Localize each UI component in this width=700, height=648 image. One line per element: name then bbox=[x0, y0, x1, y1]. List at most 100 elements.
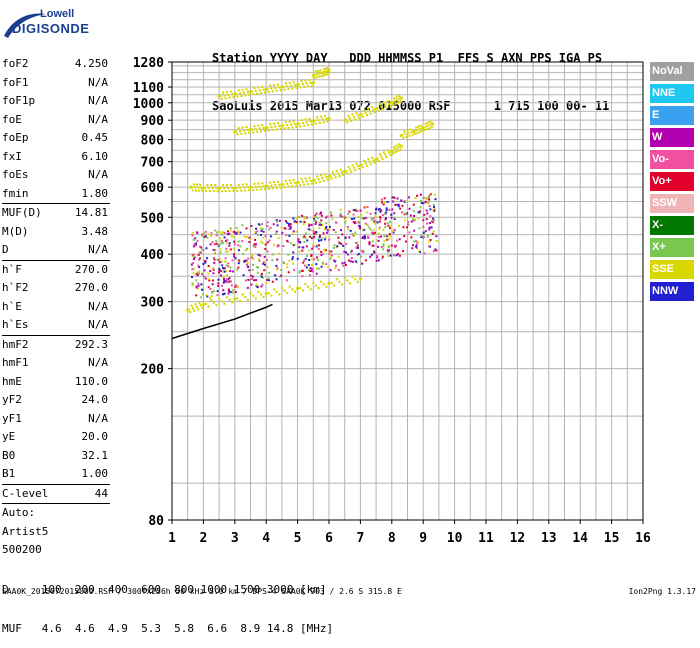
echo-cell bbox=[193, 256, 196, 259]
echo-cell bbox=[402, 250, 405, 253]
echo-point bbox=[278, 86, 281, 89]
echo-point bbox=[317, 286, 320, 290]
echo-cell bbox=[192, 238, 195, 241]
echo-point bbox=[293, 290, 297, 294]
echo-point bbox=[423, 128, 426, 132]
echo-cell bbox=[350, 217, 353, 220]
echo-point bbox=[219, 94, 222, 98]
echo-point bbox=[280, 286, 284, 290]
echo-cell bbox=[430, 226, 433, 229]
echo-cell bbox=[191, 254, 194, 257]
echo-point bbox=[334, 176, 337, 179]
echo-cell bbox=[391, 230, 394, 233]
echo-cell bbox=[368, 226, 371, 229]
echo-cell bbox=[380, 198, 383, 201]
echo-cell bbox=[317, 244, 320, 247]
echo-cell bbox=[206, 233, 209, 236]
echo-point bbox=[242, 186, 246, 189]
param-row: fxI 6.10 bbox=[2, 148, 110, 167]
echo-cell bbox=[364, 216, 367, 219]
echo-cell bbox=[283, 227, 286, 230]
param-name: h`E bbox=[2, 299, 22, 313]
echo-cell bbox=[315, 263, 318, 266]
echo-cell bbox=[360, 255, 363, 258]
echo-point bbox=[288, 81, 291, 85]
echo-cell bbox=[297, 240, 300, 243]
echo-cell bbox=[291, 233, 294, 236]
echo-point bbox=[300, 80, 303, 83]
param-name: h`F2 bbox=[2, 281, 29, 294]
echo-point bbox=[221, 91, 225, 94]
echo-point bbox=[262, 126, 265, 130]
echo-cell bbox=[422, 231, 425, 234]
echo-point bbox=[227, 93, 230, 97]
echo-cell bbox=[265, 281, 268, 284]
echo-cell bbox=[197, 272, 200, 275]
echo-cell bbox=[267, 272, 270, 275]
echo-point bbox=[377, 159, 380, 163]
echo-point bbox=[319, 69, 322, 72]
echo-point bbox=[325, 285, 328, 289]
echo-point bbox=[244, 189, 247, 192]
param-value: 24.0 bbox=[81, 393, 109, 406]
echo-cell bbox=[376, 255, 379, 258]
echo-cell bbox=[197, 258, 200, 261]
echo-point bbox=[261, 85, 264, 89]
echo-cell bbox=[388, 232, 391, 235]
echo-cell bbox=[383, 234, 386, 237]
x-tick-label: 15 bbox=[604, 531, 620, 546]
echo-point bbox=[314, 122, 318, 125]
echo-point bbox=[263, 91, 267, 94]
echo-point bbox=[299, 183, 302, 187]
echo-point bbox=[293, 83, 297, 87]
echo-point bbox=[333, 173, 336, 176]
logo-text-lowell: Lowell bbox=[40, 8, 75, 20]
echo-cell bbox=[397, 224, 400, 227]
echo-cell bbox=[202, 271, 205, 274]
echo-cell bbox=[378, 207, 381, 210]
echo-cell bbox=[431, 220, 434, 223]
echo-point bbox=[353, 169, 357, 172]
echo-cell bbox=[344, 236, 347, 239]
echo-cell bbox=[428, 204, 431, 207]
virtual-height-trace bbox=[171, 303, 273, 340]
echo-cell bbox=[352, 208, 355, 211]
echo-point bbox=[228, 189, 231, 193]
y-tick-label: 400 bbox=[141, 248, 165, 263]
echo-point bbox=[429, 120, 432, 124]
echo-cell bbox=[411, 217, 414, 220]
echo-cell bbox=[407, 220, 410, 223]
echo-cell bbox=[219, 237, 222, 240]
echo-point bbox=[409, 128, 412, 131]
echo-cell bbox=[375, 239, 378, 242]
echo-cell bbox=[263, 269, 266, 272]
echo-cell bbox=[260, 285, 263, 288]
echo-cell bbox=[369, 212, 372, 215]
echo-cell bbox=[255, 243, 258, 246]
echo-point bbox=[301, 289, 305, 292]
echo-cell bbox=[285, 279, 288, 282]
echo-cell bbox=[398, 254, 401, 257]
echo-point bbox=[255, 92, 259, 95]
param-separator bbox=[2, 203, 110, 204]
echo-cell bbox=[355, 261, 358, 264]
echo-point bbox=[285, 123, 289, 127]
echo-cell bbox=[341, 233, 344, 236]
echo-point bbox=[251, 93, 255, 96]
echo-cell bbox=[356, 209, 359, 212]
echo-cell bbox=[366, 211, 369, 214]
echo-cell bbox=[422, 235, 425, 238]
echo-point bbox=[228, 96, 231, 99]
x-tick-label: 11 bbox=[478, 531, 494, 546]
echo-point bbox=[348, 281, 352, 285]
echo-point bbox=[364, 162, 367, 165]
echo-cell bbox=[304, 264, 307, 267]
echo-point bbox=[287, 185, 290, 188]
echo-point bbox=[274, 125, 277, 128]
echo-cell bbox=[213, 258, 216, 261]
echo-cell bbox=[308, 274, 311, 277]
echo-cell bbox=[233, 240, 236, 243]
echo-cell bbox=[354, 221, 357, 224]
echo-point bbox=[270, 294, 273, 297]
echo-cell bbox=[429, 238, 432, 241]
